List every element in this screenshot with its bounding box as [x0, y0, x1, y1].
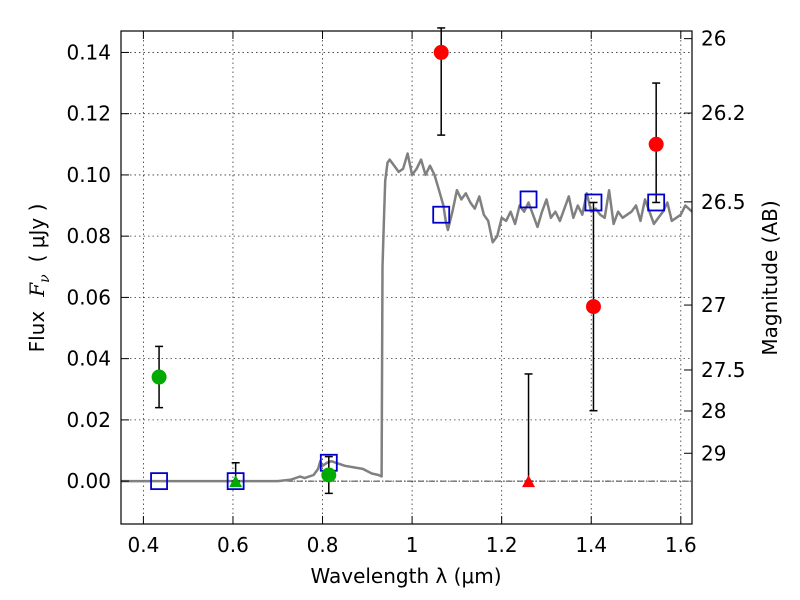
- x-axis-label: Wavelength λ (μm): [310, 564, 501, 588]
- axis-ticks: [121, 31, 692, 524]
- synthetic-photometry-square: [519, 190, 538, 209]
- synthetic-photometry-square: [432, 205, 451, 224]
- error-bars: [155, 27, 661, 495]
- magnitude-tick-label: 27.5: [701, 358, 746, 382]
- x-tick-label: 1.2: [486, 533, 518, 557]
- nir-detection-point: [585, 299, 601, 315]
- tick-labels: 0.4 0.6 0.8 1 1.2 1.4 1.6 0.00 0.02 0.04 0.06 0.08 0…: [66, 27, 745, 557]
- model-spectrum-layer: [121, 152, 693, 483]
- synthetic-photometry-square: [226, 472, 245, 491]
- synthetic-photometry-square: [150, 472, 168, 491]
- magnitude-tick-label: 29: [701, 441, 726, 465]
- y-tick-label: 0.10: [66, 163, 111, 187]
- y-tick-label: 0.04: [66, 347, 111, 371]
- x-tick-label: 0.8: [307, 533, 339, 557]
- synthetic-photometry-square: [584, 193, 603, 212]
- y-tick-label: 0.08: [66, 224, 111, 248]
- optical-detection-point: [321, 467, 337, 483]
- nir-upper-limit-point: [522, 475, 536, 488]
- x-tick-label: 1: [406, 533, 419, 557]
- y-tick-label: 0.12: [66, 102, 111, 126]
- magnitude-tick-label: 26: [701, 27, 726, 51]
- y-tick-label: 0.06: [66, 285, 111, 309]
- synthetic-photometry-square: [647, 193, 666, 212]
- grid-lines: [121, 31, 692, 524]
- magnitude-tick-label: 26.2: [701, 101, 746, 125]
- x-tick-label: 0.6: [217, 533, 249, 557]
- optical-upper-limit-point: [229, 475, 243, 488]
- magnitude-tick-label: 28: [701, 399, 726, 423]
- model-spectrum-line: [121, 152, 693, 483]
- y-axis-label-symbol: F: [25, 282, 49, 298]
- x-tick-label: 1.6: [665, 533, 697, 557]
- y-axis-label: Flux Fν ( μJy ): [25, 204, 53, 353]
- y-axis-label-sub: ν: [37, 274, 53, 283]
- magnitude-axis-label: Magnitude (AB): [758, 200, 782, 355]
- y-tick-label: 0.00: [66, 469, 111, 493]
- plot-frame: [120, 30, 693, 525]
- data-markers: [150, 44, 666, 491]
- nir-detection-point: [433, 44, 449, 60]
- y-tick-label: 0.02: [66, 408, 111, 432]
- optical-detection-point: [151, 369, 167, 385]
- magnitude-tick-label: 26.5: [701, 190, 746, 214]
- y-tick-label: 0.14: [66, 40, 111, 64]
- nir-detection-point: [648, 136, 664, 152]
- x-tick-label: 0.4: [127, 533, 159, 557]
- y-axis-label-unit: ( μJy ): [25, 204, 49, 263]
- x-tick-label: 1.4: [575, 533, 607, 557]
- magnitude-tick-label: 27: [701, 293, 726, 317]
- y-axis-label-prefix: Flux: [25, 311, 49, 353]
